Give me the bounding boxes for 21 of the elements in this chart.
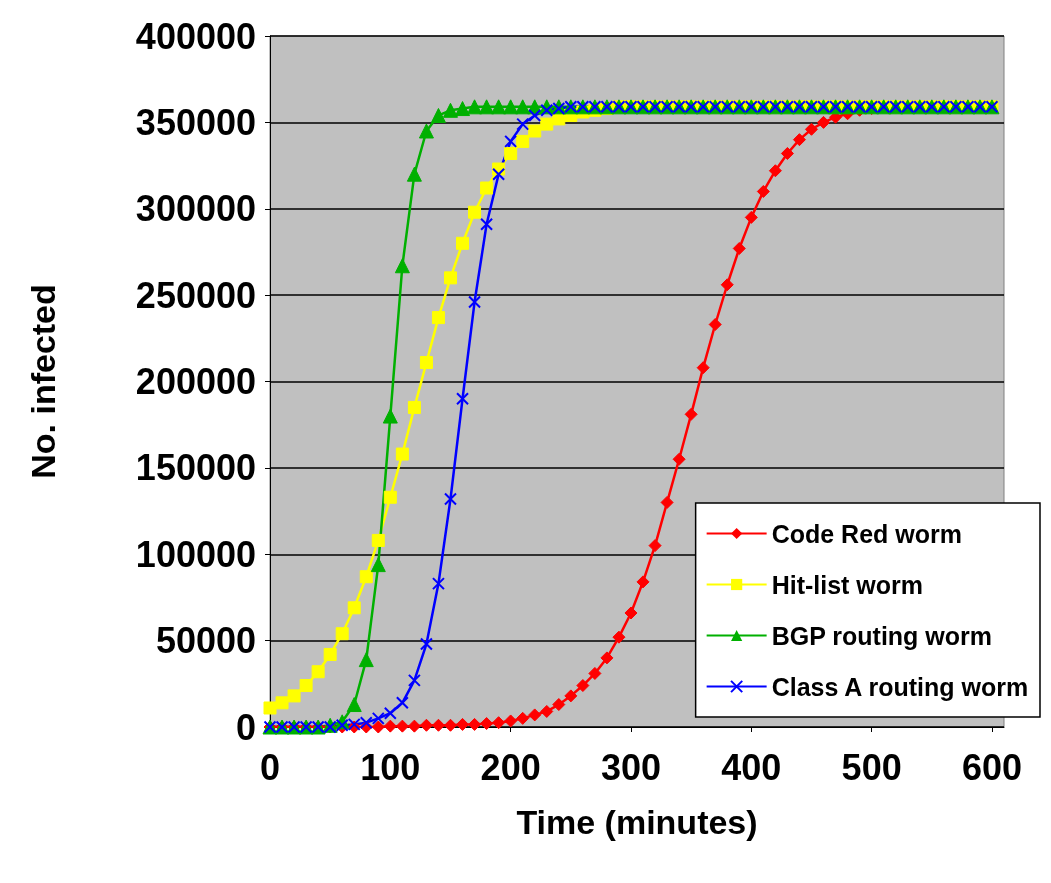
y-tick-label: 0 bbox=[235, 706, 256, 748]
x-tick-label: 500 bbox=[841, 746, 902, 788]
y-tick-label: 400000 bbox=[135, 15, 256, 57]
x-tick-label: 300 bbox=[600, 746, 662, 788]
y-tick-label: 150000 bbox=[135, 447, 256, 489]
legend-label: Code Red worm bbox=[771, 519, 962, 548]
x-tick-label: 400 bbox=[721, 746, 782, 788]
x-tick-label: 200 bbox=[480, 746, 541, 788]
y-tick-label: 350000 bbox=[135, 101, 256, 143]
y-tick-label: 300000 bbox=[135, 188, 256, 230]
y-axis-title: No. infected bbox=[24, 284, 62, 479]
y-tick-label: 100000 bbox=[135, 533, 256, 575]
y-tick-label: 200000 bbox=[135, 361, 256, 402]
legend-label: Class A routing worm bbox=[771, 672, 1029, 701]
x-tick-label: 600 bbox=[961, 746, 1023, 788]
legend-label: BGP routing worm bbox=[771, 621, 993, 650]
y-tick-label: 250000 bbox=[135, 274, 256, 316]
y-tick-label: 50000 bbox=[155, 620, 256, 662]
legend-label: Hit-list worm bbox=[771, 570, 924, 599]
x-tick-label: 100 bbox=[360, 746, 421, 788]
x-axis-title: Time (minutes) bbox=[516, 803, 758, 841]
